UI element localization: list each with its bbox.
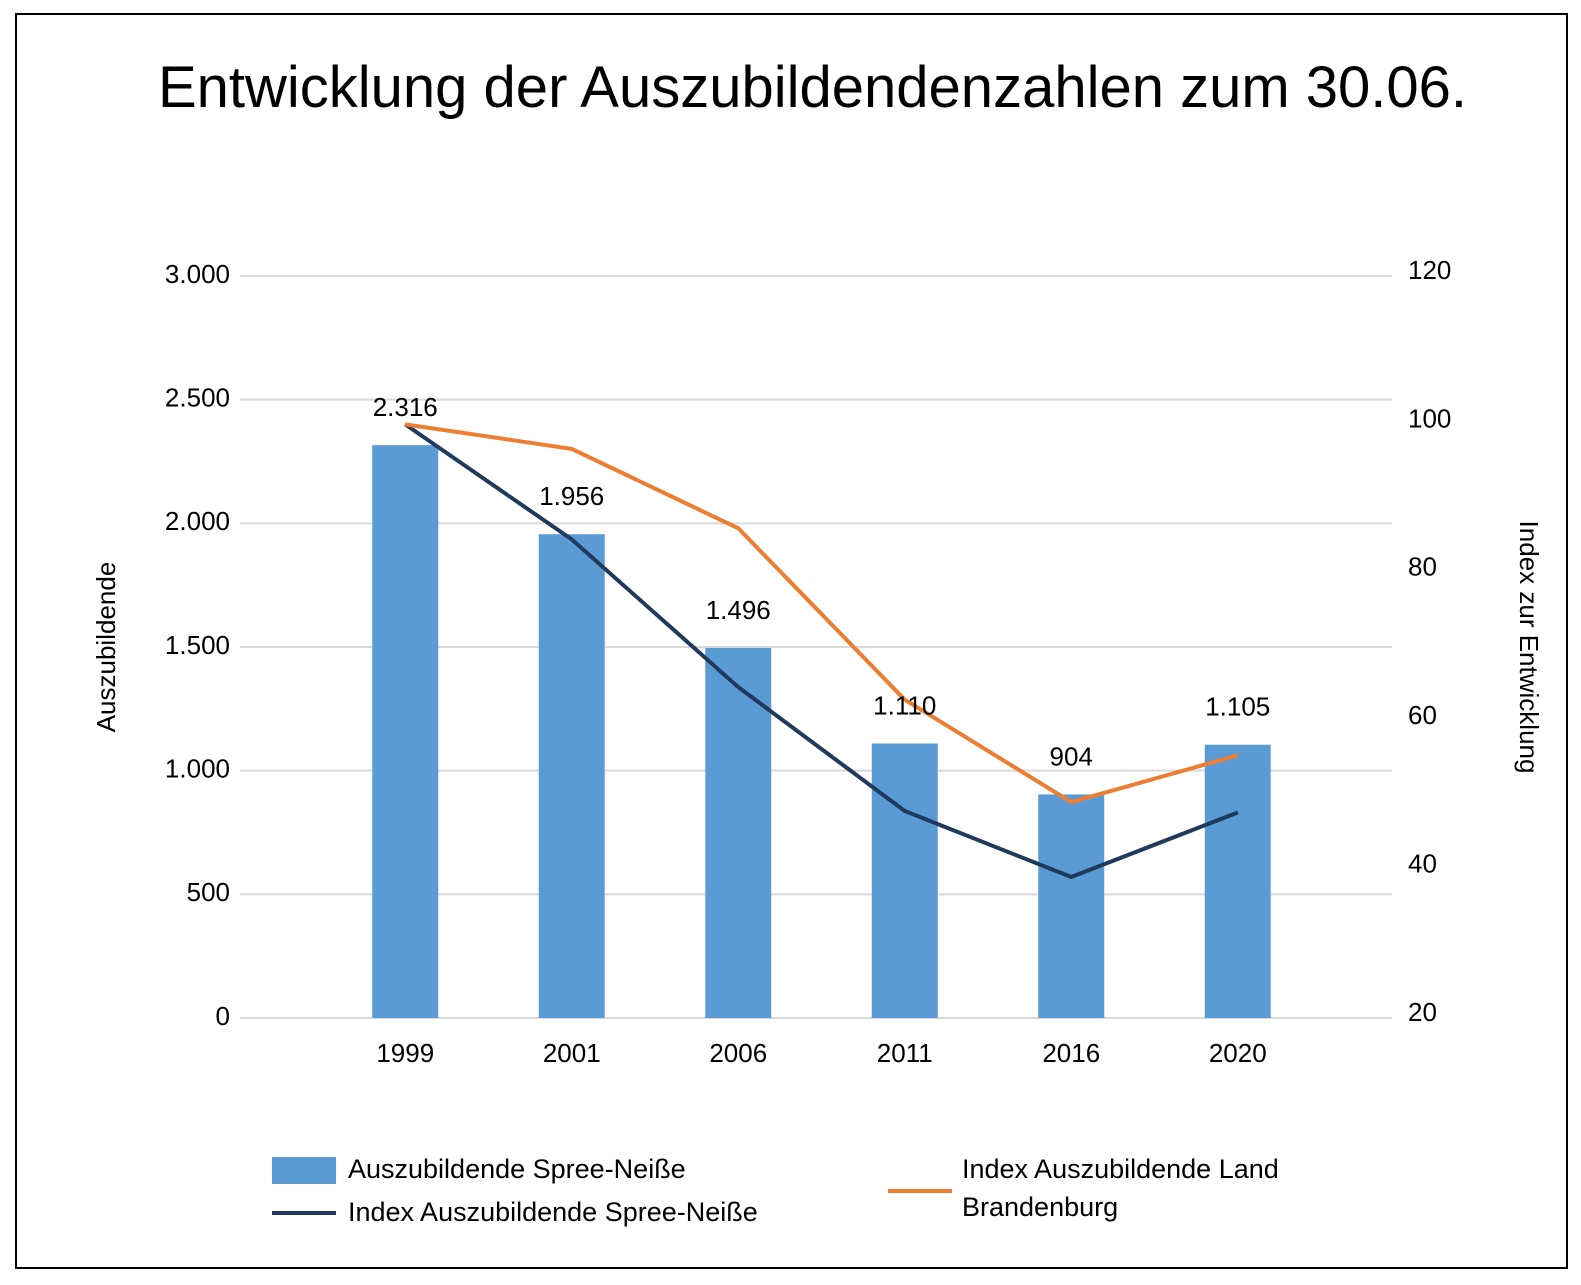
data-label: 1.105 (1205, 692, 1270, 722)
y-tick-label: 1.500 (165, 630, 230, 660)
y-tick-label: 2.000 (165, 506, 230, 536)
bar (1038, 794, 1105, 1018)
legend-swatch (272, 1157, 336, 1184)
bar (705, 647, 772, 1018)
y2-tick-label: 20 (1408, 997, 1437, 1027)
y2-tick-label: 60 (1408, 700, 1437, 730)
bar (1204, 744, 1271, 1018)
y2-tick-label: 80 (1408, 552, 1437, 582)
y2-tick-label: 120 (1408, 255, 1451, 285)
y-tick-label: 3.000 (165, 259, 230, 289)
y-axis-title: Auszubildende (91, 562, 121, 733)
y-tick-label: 1.000 (165, 754, 230, 784)
line (404, 422, 1239, 805)
y2-axis-title: Index zur Entwicklung (1514, 521, 1544, 774)
data-label: 1.110 (873, 690, 936, 720)
data-label: 1.956 (539, 481, 604, 511)
x-tick-label: 2006 (709, 1038, 767, 1068)
chart-title: Entwicklung der Auszubildendenzahlen zum… (157, 55, 1468, 120)
x-tick-label: 2011 (877, 1038, 933, 1068)
bar (871, 743, 938, 1018)
y2-tick-label: 100 (1408, 403, 1451, 433)
bar (372, 445, 439, 1018)
y2-tick-label: 40 (1408, 848, 1437, 878)
y-tick-label: 0 (216, 1001, 230, 1031)
legend-label: Index Auszubildende Land Brandenburg (962, 1154, 1279, 1222)
data-label: 2.316 (373, 392, 438, 422)
data-label: 1.496 (706, 595, 771, 625)
x-tick-label: 1999 (376, 1038, 434, 1068)
legend-entry: Index Auszubildende Spree-Neiße (348, 1197, 758, 1227)
legend-label: Auszubildende Spree-Neiße (348, 1154, 686, 1184)
legend-label: Index Auszubildende Spree-Neiße (348, 1197, 758, 1227)
x-tick-label: 2001 (543, 1038, 601, 1068)
title-box: Entwicklung der Auszubildendenzahlen zum… (157, 55, 1468, 120)
legend-entry: Index Auszubildende Land Brandenburg (962, 1154, 1279, 1222)
x-tick-label: 2020 (1209, 1038, 1267, 1068)
x-tick-label: 2016 (1042, 1038, 1100, 1068)
chart-border (15, 13, 1568, 1269)
y-tick-label: 2.500 (165, 383, 230, 413)
y-tick-label: 500 (187, 877, 230, 907)
data-label: 904 (1050, 741, 1093, 771)
line (404, 422, 1239, 880)
legend-entry: Auszubildende Spree-Neiße (348, 1154, 686, 1184)
bar (538, 534, 605, 1018)
